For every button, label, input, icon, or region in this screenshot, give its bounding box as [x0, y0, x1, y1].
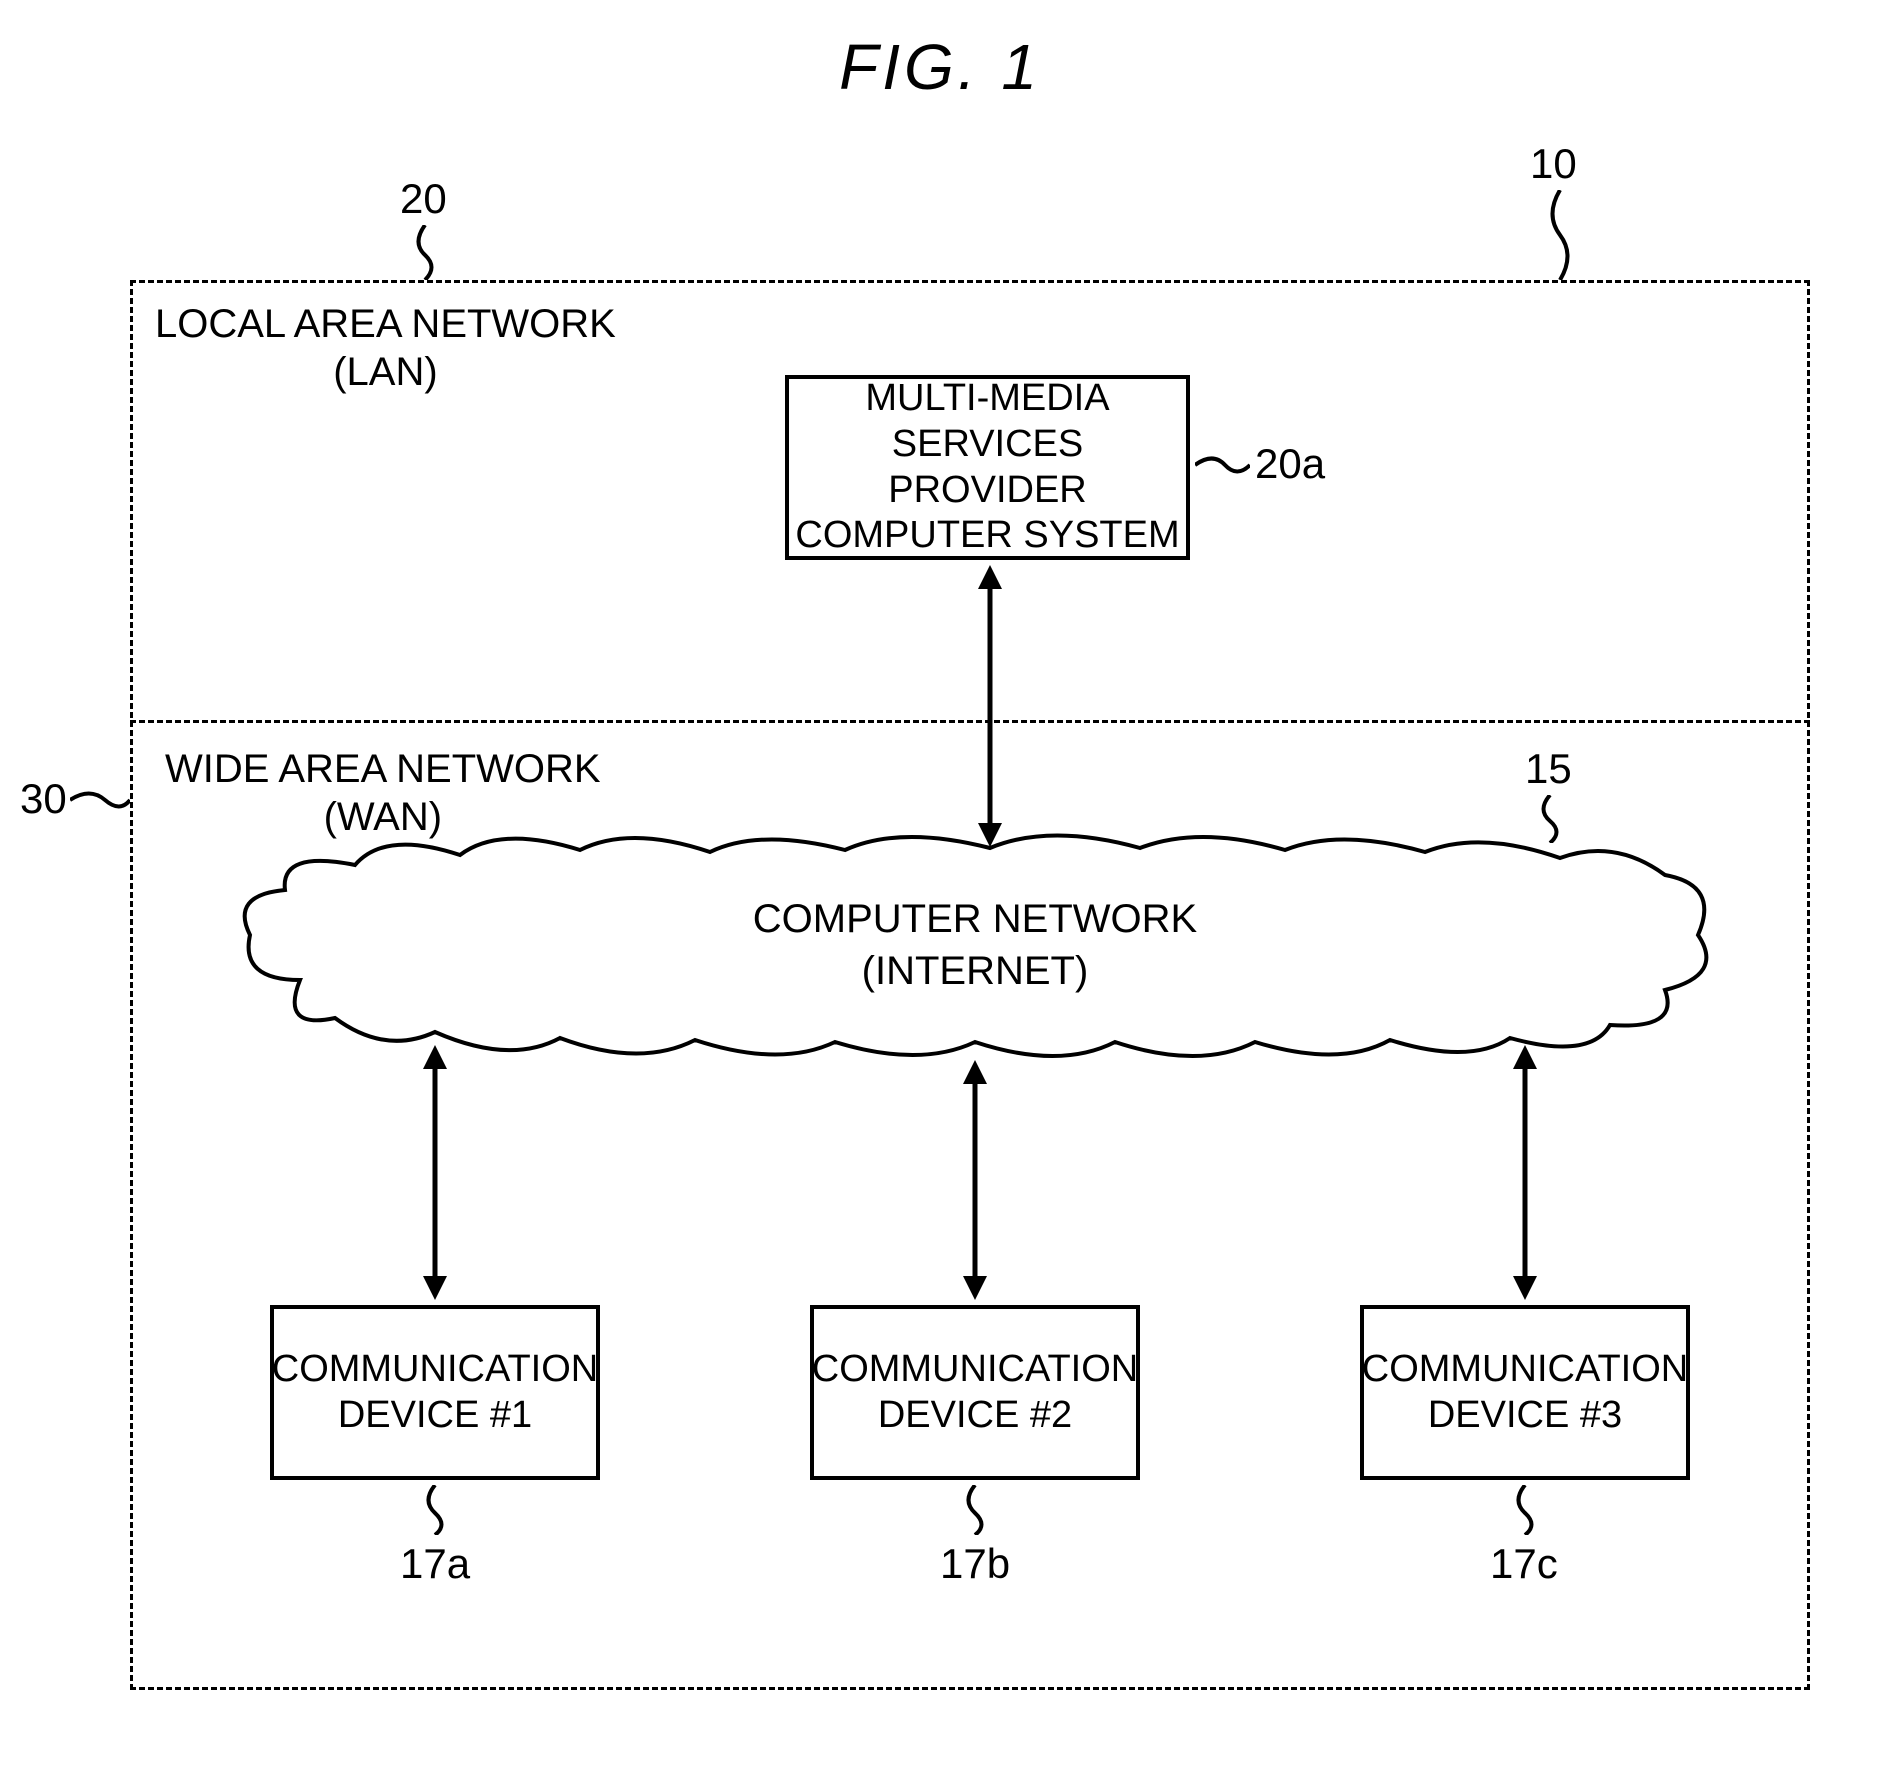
multimedia-box: MULTI-MEDIA SERVICES PROVIDER COMPUTER S…	[785, 375, 1190, 560]
arrow-cloud-device3	[1505, 1045, 1545, 1300]
ref-17b-leader	[960, 1485, 990, 1535]
device-1-box: COMMUNICATION DEVICE #1	[270, 1305, 600, 1480]
ref-15: 15	[1525, 745, 1572, 793]
device-2-line1: COMMUNICATION	[812, 1348, 1139, 1390]
lan-label-line1: LOCAL AREA NETWORK	[155, 302, 616, 346]
ref-17a-leader	[420, 1485, 450, 1535]
device-2-box: COMMUNICATION DEVICE #2	[810, 1305, 1140, 1480]
device-1-line1: COMMUNICATION	[272, 1348, 599, 1390]
ref-20-leader	[410, 225, 440, 280]
device-3-line2: DEVICE #3	[1428, 1394, 1622, 1436]
cloud-line2: (INTERNET)	[862, 949, 1089, 993]
figure-title: FIG. 1	[839, 30, 1041, 104]
lan-label: LOCAL AREA NETWORK (LAN)	[155, 300, 616, 396]
arrow-cloud-device1	[415, 1045, 455, 1300]
lan-label-line2: (LAN)	[333, 350, 437, 394]
multimedia-line1: MULTI-MEDIA	[865, 377, 1109, 419]
arrow-multimedia-cloud	[970, 565, 1010, 847]
ref-10-leader	[1540, 190, 1580, 280]
ref-30-leader	[70, 785, 130, 815]
device-3-line1: COMMUNICATION	[1362, 1348, 1689, 1390]
ref-20: 20	[400, 175, 447, 223]
wan-label-line1: WIDE AREA NETWORK	[165, 747, 601, 791]
cloud-label: COMPUTER NETWORK (INTERNET)	[753, 893, 1197, 997]
ref-17c: 17c	[1490, 1540, 1558, 1588]
device-2-line2: DEVICE #2	[878, 1394, 1072, 1436]
ref-15-leader	[1535, 795, 1565, 843]
arrow-cloud-device2	[955, 1060, 995, 1300]
ref-20a-leader	[1195, 450, 1250, 480]
ref-17b: 17b	[940, 1540, 1010, 1588]
multimedia-line2: SERVICES PROVIDER	[888, 423, 1086, 511]
device-3-box: COMMUNICATION DEVICE #3	[1360, 1305, 1690, 1480]
ref-30: 30	[20, 775, 67, 823]
ref-17c-leader	[1510, 1485, 1540, 1535]
device-1-line2: DEVICE #1	[338, 1394, 532, 1436]
cloud-container: COMPUTER NETWORK (INTERNET)	[220, 820, 1730, 1070]
ref-20a: 20a	[1255, 440, 1325, 488]
ref-17a: 17a	[400, 1540, 470, 1588]
multimedia-line3: COMPUTER SYSTEM	[795, 514, 1179, 556]
cloud-line1: COMPUTER NETWORK	[753, 897, 1197, 941]
ref-10: 10	[1530, 140, 1577, 188]
